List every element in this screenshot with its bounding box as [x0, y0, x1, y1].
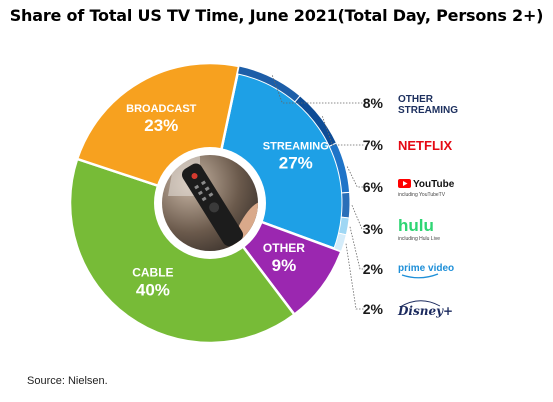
youtube-logo: YouTube: [413, 179, 455, 190]
legend-value-prime-video: 2%: [363, 261, 384, 277]
prime-smile-icon: [401, 273, 439, 279]
legend-value-netflix: 7%: [363, 137, 384, 153]
slice-label-streaming: STREAMING: [263, 141, 329, 153]
leader-line-youtube: [346, 166, 365, 188]
disney-arc-icon: [399, 300, 441, 308]
ring-segment-disney: [333, 232, 347, 252]
center-photo: [154, 147, 266, 259]
source-note: Source: Nielsen.: [27, 375, 108, 387]
netflix-logo: NETFLIX: [398, 138, 452, 153]
leader-line-other-streaming: [271, 75, 365, 104]
disney-plus-logo: Disney+: [397, 304, 453, 318]
slice-value-cable: 40%: [136, 281, 170, 300]
hulu-logo: hulu: [398, 216, 434, 235]
leader-line-prime-video: [349, 226, 365, 270]
leader-line-netflix: [322, 116, 365, 146]
legend-name-other-streaming: OTHER: [398, 94, 434, 105]
remote-control-icon: [182, 163, 244, 247]
legend-value-other-streaming: 8%: [363, 95, 384, 111]
slice-value-streaming: 27%: [279, 154, 313, 173]
legend-sub-hulu: including Hulu Live: [398, 236, 440, 242]
play-icon: [403, 181, 408, 186]
chart-title: Share of Total US TV Time, June 2021(Tot…: [9, 6, 544, 25]
legend-name-other-streaming-2: STREAMING: [398, 105, 458, 116]
prime-video-logo: prime video: [398, 263, 454, 274]
legend-value-youtube: 6%: [363, 179, 384, 195]
legend-sub-youtube: including YouTubeTV: [398, 192, 446, 198]
legend-value-hulu: 3%: [363, 221, 384, 237]
slice-label-broadcast: BROADCAST: [126, 103, 197, 115]
slice-label-cable: CABLE: [132, 266, 173, 280]
leader-line-disney: [345, 243, 365, 310]
slice-label-other: OTHER: [263, 241, 305, 255]
slice-value-broadcast: 23%: [144, 116, 178, 135]
legend-value-disney: 2%: [363, 301, 384, 317]
streaming-breakdown-ring: [236, 65, 351, 252]
leader-line-hulu: [351, 205, 365, 230]
ring-segment-hulu: [340, 191, 351, 219]
slice-value-other: 9%: [272, 256, 297, 275]
